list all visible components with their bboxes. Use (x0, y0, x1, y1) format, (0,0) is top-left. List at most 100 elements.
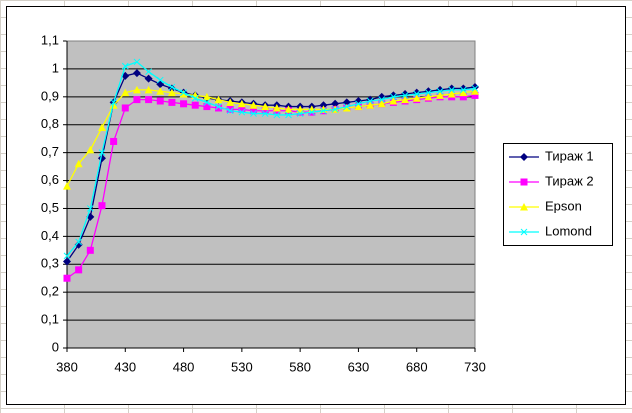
marker (144, 74, 153, 83)
marker (471, 87, 479, 95)
y-tick-label: 0,1 (41, 312, 59, 327)
marker (133, 96, 141, 104)
marker (202, 92, 211, 101)
marker (203, 99, 211, 106)
marker (214, 95, 223, 104)
marker (390, 93, 397, 101)
x-tick-label: 580 (289, 359, 311, 374)
marker (97, 123, 106, 132)
y-tick-label: 0,2 (41, 284, 59, 299)
marker (144, 85, 153, 94)
marker (110, 99, 117, 106)
y-tick-label: 0,9 (41, 88, 59, 103)
marker (366, 101, 375, 109)
marker (226, 105, 234, 113)
x-tick-label: 680 (406, 359, 428, 374)
marker (436, 87, 444, 95)
marker (145, 96, 153, 104)
x-tick-label: 480 (173, 359, 195, 374)
marker (320, 107, 327, 115)
marker (436, 91, 445, 99)
series-line (66, 61, 476, 257)
legend-marker (520, 153, 528, 161)
marker (75, 266, 83, 274)
marker (132, 69, 141, 78)
marker (425, 89, 432, 96)
marker (413, 90, 421, 98)
marker (448, 86, 456, 94)
marker (377, 99, 386, 108)
marker (250, 107, 258, 115)
marker (63, 182, 71, 190)
marker (98, 149, 106, 156)
legend-label: Epson (545, 198, 582, 213)
y-tick-label: 0,3 (41, 256, 59, 271)
marker (366, 97, 374, 105)
marker (156, 87, 165, 95)
marker (284, 105, 293, 113)
legend-label: Тираж 1 (545, 148, 594, 163)
marker (191, 94, 199, 102)
marker (74, 159, 83, 168)
marker (180, 100, 188, 108)
marker (471, 85, 479, 92)
marker (63, 252, 71, 260)
marker (307, 105, 316, 113)
marker (424, 92, 433, 101)
y-tick-label: 0,6 (41, 172, 59, 187)
marker (343, 103, 351, 110)
marker (203, 103, 211, 111)
marker (459, 86, 467, 94)
marker (110, 137, 118, 145)
marker (447, 90, 456, 98)
marker (319, 101, 328, 110)
marker (272, 103, 281, 112)
y-tick-label: 0,8 (41, 116, 59, 131)
marker (378, 96, 386, 103)
marker (459, 93, 467, 101)
marker (459, 88, 468, 97)
x-tick-label: 730 (464, 359, 486, 374)
x-tick-label: 530 (231, 359, 253, 374)
marker (86, 205, 94, 212)
marker (261, 102, 270, 111)
legend-marker (520, 203, 528, 211)
x-tick-label: 630 (348, 359, 370, 374)
marker (133, 58, 141, 66)
marker (179, 90, 188, 98)
marker (132, 85, 141, 94)
marker (354, 102, 363, 111)
y-tick-label: 1,1 (41, 32, 59, 47)
marker (237, 99, 246, 108)
marker (389, 97, 398, 105)
marker (226, 98, 235, 106)
marker (238, 105, 246, 113)
marker (63, 274, 71, 282)
marker (355, 100, 362, 108)
marker (401, 95, 410, 104)
y-tick-label: 0,5 (41, 200, 59, 215)
marker (331, 99, 340, 108)
marker (331, 106, 339, 113)
marker (98, 202, 106, 210)
marker (401, 92, 409, 99)
legend-label: Тираж 2 (545, 173, 594, 188)
x-tick-label: 380 (56, 359, 78, 374)
marker (121, 62, 129, 70)
marker (342, 103, 351, 112)
marker (145, 68, 152, 76)
y-tick-label: 0 (52, 339, 59, 354)
marker (63, 257, 71, 266)
marker (215, 103, 222, 110)
marker (261, 107, 269, 115)
marker (471, 91, 479, 99)
marker (238, 108, 246, 116)
marker (75, 238, 83, 246)
legend-marker (520, 178, 528, 186)
marker (180, 89, 187, 96)
marker (308, 108, 316, 116)
marker (250, 110, 257, 117)
plot-area (67, 41, 475, 348)
marker (412, 94, 421, 102)
